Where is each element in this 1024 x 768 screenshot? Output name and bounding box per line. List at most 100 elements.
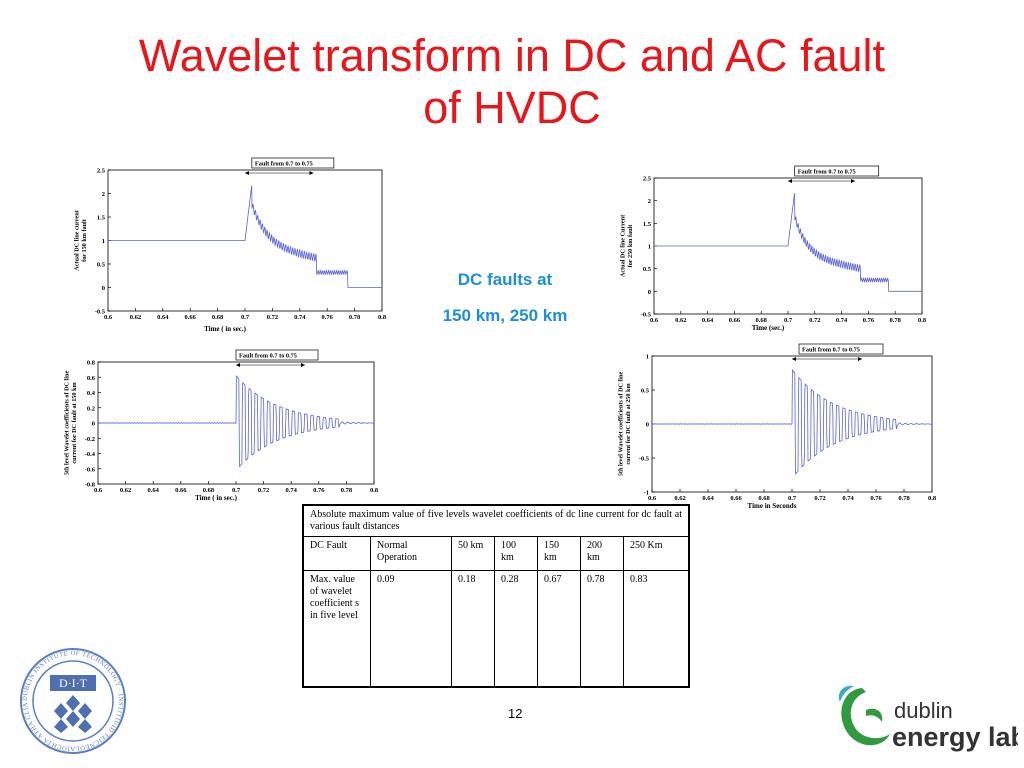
chart-wavelet-150km: 0.6 0.62 0.64 0.66 0.68 0.7 0.72 0.74 0.76 0.78 0.… xyxy=(60,349,380,507)
x-axis-label: Time ( in sec.) xyxy=(204,325,247,333)
x-tick-label: 0.7 xyxy=(241,314,250,321)
y-tick-label: 0 xyxy=(646,422,649,429)
y-tick-label: -0.6 xyxy=(85,466,96,473)
annotation-box xyxy=(798,343,884,355)
x-tick-label: 0.66 xyxy=(729,317,741,324)
annotation-box xyxy=(251,157,335,169)
table-cell: 0.18 xyxy=(451,570,495,687)
dublin-energy-lab-line2: energy lab. xyxy=(892,722,1018,752)
y-tick-label: 2 xyxy=(102,191,105,198)
y-tick-label: 1.5 xyxy=(643,221,652,228)
x-tick-label: 0.74 xyxy=(836,317,848,324)
series-line xyxy=(97,375,375,468)
annotation-arrowhead-right xyxy=(301,363,305,367)
x-tick-label: 0.68 xyxy=(758,495,770,502)
x-tick-label: 0.78 xyxy=(341,487,353,494)
x-tick-label: 0.74 xyxy=(294,314,306,321)
x-tick-label: 0.76 xyxy=(863,317,875,324)
x-tick-label: 0.62 xyxy=(674,495,685,502)
x-tick-label: 0.76 xyxy=(870,495,882,502)
x-tick-label: 0.64 xyxy=(157,314,169,321)
chart-wavelet-250km: 0.6 0.62 0.64 0.66 0.68 0.7 0.72 0.74 0.76 0.78 0.… xyxy=(612,342,938,515)
y-axis-label: Actual DC line currentfor 150 km fault xyxy=(74,209,89,270)
y-tick-label: 2 xyxy=(648,198,651,205)
series-line xyxy=(108,185,382,288)
slide-title-line1: Wavelet transform in DC and AC fault xyxy=(138,30,886,81)
x-tick-label: 0.68 xyxy=(203,487,215,494)
y-tick-label: -0.8 xyxy=(85,482,96,489)
series-line xyxy=(651,368,932,475)
y-tick-label: -0.5 xyxy=(95,309,106,316)
annotation-arrowhead-right xyxy=(851,179,855,183)
y-tick-label: 2.5 xyxy=(97,168,106,175)
table-cell: 0.28 xyxy=(494,570,538,687)
x-tick-label: 0.64 xyxy=(148,487,160,494)
x-tick-label: 0.66 xyxy=(730,495,742,502)
x-tick-label: 0.64 xyxy=(702,495,714,502)
x-tick-label: 0.62 xyxy=(675,317,686,324)
x-tick-label: 0.8 xyxy=(378,314,387,321)
chart-dc-current-150km: 0.6 0.62 0.64 0.66 0.68 0.7 0.72 0.74 0.76 0.78 0.… xyxy=(68,157,388,338)
x-tick-label: 0.7 xyxy=(788,495,797,502)
y-tick-label: -1 xyxy=(644,490,649,497)
x-tick-label: 0.78 xyxy=(898,495,910,502)
page-number: 12 xyxy=(508,706,523,721)
x-tick-label: 0.62 xyxy=(120,487,131,494)
y-tick-label: 0 xyxy=(648,289,651,296)
x-tick-label: 0.76 xyxy=(322,314,334,321)
y-axis-label: Actual DC line Currentfor 250 km fault xyxy=(620,214,635,277)
dc-faults-caption-line1: DC faults at xyxy=(457,270,553,289)
x-tick-label: 0.72 xyxy=(814,495,825,502)
annotation-arrowhead-left xyxy=(236,363,240,367)
table-header-cell: 200 km xyxy=(580,536,624,571)
slide-title-line2: of HVDC xyxy=(423,82,601,133)
y-axis-label: 5th level Wavelet coefficients of DC lin… xyxy=(64,371,79,476)
x-tick-label: 0.66 xyxy=(185,314,197,321)
y-tick-label: -0.2 xyxy=(85,436,95,443)
table-cell: 0.83 xyxy=(623,570,689,687)
annotation-arrowhead-left xyxy=(245,171,249,175)
annotation-label: Fault from 0.7 to 0.75 xyxy=(798,169,856,176)
y-tick-label: -0.5 xyxy=(641,312,652,319)
annotation-arrowhead-right xyxy=(858,357,862,361)
y-tick-label: 0.4 xyxy=(87,390,96,397)
y-tick-label: 2.5 xyxy=(643,176,652,183)
y-tick-label: 0.5 xyxy=(641,388,650,395)
table-header-cell: 150 km xyxy=(537,536,581,571)
x-tick-label: 0.72 xyxy=(258,487,269,494)
x-tick-label: 0.74 xyxy=(286,487,298,494)
x-tick-label: 0.62 xyxy=(130,314,141,321)
x-tick-label: 0.8 xyxy=(918,317,927,324)
x-tick-label: 0.8 xyxy=(928,495,937,502)
x-tick-label: 0.6 xyxy=(94,487,103,494)
annotation-label: Fault from 0.7 to 0.75 xyxy=(239,353,297,360)
x-tick-label: 0.7 xyxy=(784,317,793,324)
y-tick-label: 0.5 xyxy=(97,262,106,269)
y-tick-label: 1 xyxy=(646,354,649,361)
x-tick-label: 0.68 xyxy=(756,317,768,324)
table-header-cell: 50 km xyxy=(451,536,495,571)
dit-logo: DUBLIN INSTITUTE OF TECHNOLOGY · INSTITI… xyxy=(11,642,132,760)
dublin-energy-lab-logo: dublin energy lab. xyxy=(832,680,1024,763)
y-tick-label: -0.4 xyxy=(85,451,96,458)
x-tick-label: 0.78 xyxy=(890,317,902,324)
table-header-cell: 250 Km xyxy=(623,536,689,571)
x-axis-label: Time ( in sec.) xyxy=(195,494,238,502)
chart-dc-current-250km: 0.6 0.62 0.64 0.66 0.68 0.7 0.72 0.74 0.76 0.78 0.… xyxy=(612,165,928,337)
table-cell: 0.67 xyxy=(537,570,581,687)
table-row: Max. value of wavelet coefficient s in f… xyxy=(303,570,689,687)
dit-logo-text: D·I·T xyxy=(59,676,88,690)
slide-title: Wavelet transform in DC and AC fault of … xyxy=(0,30,1024,134)
x-tick-label: 0.64 xyxy=(702,317,714,324)
y-tick-label: 0.2 xyxy=(87,405,95,412)
annotation-label: Fault from 0.7 to 0.75 xyxy=(802,347,860,354)
x-tick-label: 0.78 xyxy=(349,314,361,321)
x-tick-label: 0.72 xyxy=(267,314,278,321)
table-header-cell: DC Fault xyxy=(303,536,371,571)
y-tick-label: 0.5 xyxy=(643,266,652,273)
table-header-cell: 100 km xyxy=(494,536,538,571)
x-tick-label: 0.72 xyxy=(809,317,820,324)
annotation-box xyxy=(235,349,319,361)
y-tick-label: 0.8 xyxy=(87,360,96,367)
y-tick-label: 1.5 xyxy=(97,215,106,222)
